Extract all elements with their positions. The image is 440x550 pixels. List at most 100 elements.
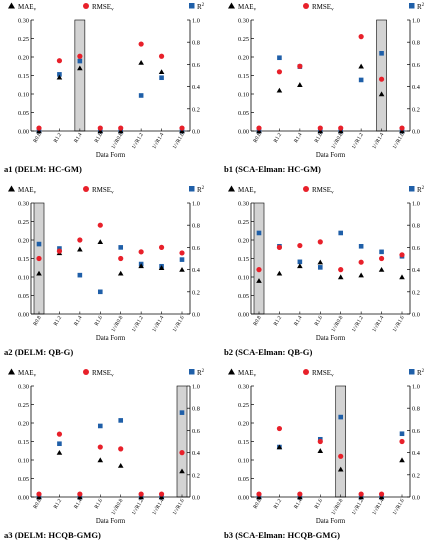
legend-r2-label: R2 <box>197 3 205 11</box>
left-tick-label: 0.20 <box>18 238 29 245</box>
r2-point <box>256 230 262 236</box>
legend-mae-marker <box>228 2 235 9</box>
left-tick-label: 0.05 <box>18 476 29 483</box>
left-tick-label: 0.15 <box>18 439 29 446</box>
right-tick-label: 0.2 <box>192 289 200 296</box>
r2-point <box>97 289 103 295</box>
x-tick-label: R0.8 <box>32 498 43 510</box>
legend-rmse-subscript: v <box>111 7 114 12</box>
right-tick-label: 0.8 <box>192 406 200 413</box>
rmse-point <box>179 450 185 456</box>
mae-point <box>378 494 385 500</box>
legend-r2-marker <box>409 186 415 192</box>
left-tick-label: 0.25 <box>18 219 29 226</box>
rmse-point <box>399 252 405 258</box>
mae-point <box>317 448 324 453</box>
rmse-point <box>56 58 63 64</box>
mae-point <box>138 494 144 500</box>
x-tick-label: R1.6 <box>94 315 105 327</box>
r2-point <box>77 58 83 64</box>
left-tick-label: 0.05 <box>18 110 29 117</box>
rmse-point <box>138 41 144 47</box>
left-tick-label: 0.05 <box>238 293 249 300</box>
mae-point <box>276 270 283 276</box>
legend-r2-superscript: 2 <box>422 369 425 374</box>
chart-panel: 0.00 0.05 0.10 0.15 0.20 0.25 0.30 0.0 0.2 0.4 0.6… <box>224 2 425 174</box>
highlight-band <box>176 385 188 498</box>
right-tick-label: 0.6 <box>192 428 200 435</box>
rmse-point <box>97 444 103 450</box>
mae-point <box>117 270 124 276</box>
mae-point <box>77 246 83 252</box>
rmse-point <box>77 237 83 243</box>
left-tick-label: 0.10 <box>18 458 29 465</box>
x-tick-label: 1/√R1.4 <box>370 497 385 516</box>
left-tick-label: 0.25 <box>238 36 249 43</box>
right-tick-label: 0.6 <box>412 62 420 69</box>
left-tick-label: 0.20 <box>238 55 249 62</box>
chart-panel: 0.00 0.05 0.10 0.15 0.20 0.25 0.30 0.0 0.2 0.4 0.6… <box>4 2 205 174</box>
right-tick-label: 0.8 <box>192 40 200 47</box>
x-tick-label: 1/√R1.4 <box>150 497 165 516</box>
mae-point <box>97 457 104 463</box>
r2-point <box>118 418 124 423</box>
mae-point <box>378 91 385 97</box>
left-tick-label: 0.30 <box>238 384 249 391</box>
legend-r2-marker <box>409 3 415 9</box>
left-tick-label: 0.10 <box>238 92 249 99</box>
rmse-point <box>276 69 283 75</box>
panel-caption: b1 (SCA-Elman: HC-GM) <box>224 164 321 174</box>
legend-r2-label: R2 <box>417 369 425 377</box>
legend-r2-label: R2 <box>197 369 205 377</box>
left-tick-label: 0.15 <box>18 256 29 263</box>
rmse-point <box>158 53 165 59</box>
mae-point <box>179 267 185 272</box>
right-tick-label: 0.4 <box>192 450 201 457</box>
right-tick-label: 0.0 <box>412 495 420 502</box>
mae-point <box>358 272 364 278</box>
rmse-point <box>358 34 364 40</box>
left-tick-label: 0.25 <box>18 402 29 409</box>
x-tick-label: R1.4 <box>73 498 84 510</box>
legend-r2-marker <box>189 369 195 375</box>
x-tick-label: R1.6 <box>94 498 105 510</box>
rmse-point <box>378 491 385 497</box>
mae-point <box>297 263 303 269</box>
panel-caption: a2 (DELM: QB-G) <box>4 347 73 357</box>
x-axis-title: Data Form <box>96 518 126 525</box>
legend-mae-subscript: v <box>254 373 257 378</box>
x-tick-label: 1/√R1.6 <box>391 497 406 516</box>
rmse-point <box>256 267 262 273</box>
left-tick-label: 0.30 <box>18 384 29 391</box>
x-tick-label: R0.8 <box>252 315 263 327</box>
chart-panel: 0.00 0.05 0.10 0.15 0.20 0.25 0.30 0.0 0.2 0.4 0.6… <box>4 368 205 540</box>
chart-panel: 0.00 0.05 0.10 0.15 0.20 0.25 0.30 0.0 0.2 0.4 0.6… <box>224 368 425 540</box>
rmse-point <box>317 125 323 131</box>
rmse-point <box>378 76 385 82</box>
mae-point <box>97 239 104 245</box>
rmse-point <box>297 63 303 69</box>
legend-r2-superscript: 2 <box>202 186 205 191</box>
x-axis-title: Data Form <box>96 335 126 342</box>
left-tick-label: 0.30 <box>18 201 29 208</box>
x-tick-label: R1.4 <box>293 132 304 144</box>
legend-r2-marker <box>189 186 195 192</box>
panel-caption: a3 (DELM: HCQB-GMG) <box>4 530 101 540</box>
right-tick-label: 0.2 <box>412 106 420 113</box>
left-tick-label: 0.00 <box>18 312 29 319</box>
right-tick-label: 0.8 <box>412 223 420 230</box>
right-tick-label: 0.0 <box>192 129 200 136</box>
mae-point <box>138 59 144 65</box>
highlight-band <box>335 385 347 498</box>
rmse-point <box>276 425 283 432</box>
legend-rmse-marker <box>303 3 309 9</box>
legend-rmse-subscript: v <box>331 373 334 378</box>
right-tick-label: 0.2 <box>192 472 200 479</box>
legend-mae-subscript: v <box>254 7 257 12</box>
right-tick-label: 0.4 <box>412 84 421 91</box>
x-tick-label: R1.4 <box>293 315 304 327</box>
right-tick-label: 0.8 <box>412 40 420 47</box>
legend-mae-marker <box>228 185 235 192</box>
legend-rmse-marker <box>83 3 89 9</box>
rmse-point <box>317 239 323 245</box>
